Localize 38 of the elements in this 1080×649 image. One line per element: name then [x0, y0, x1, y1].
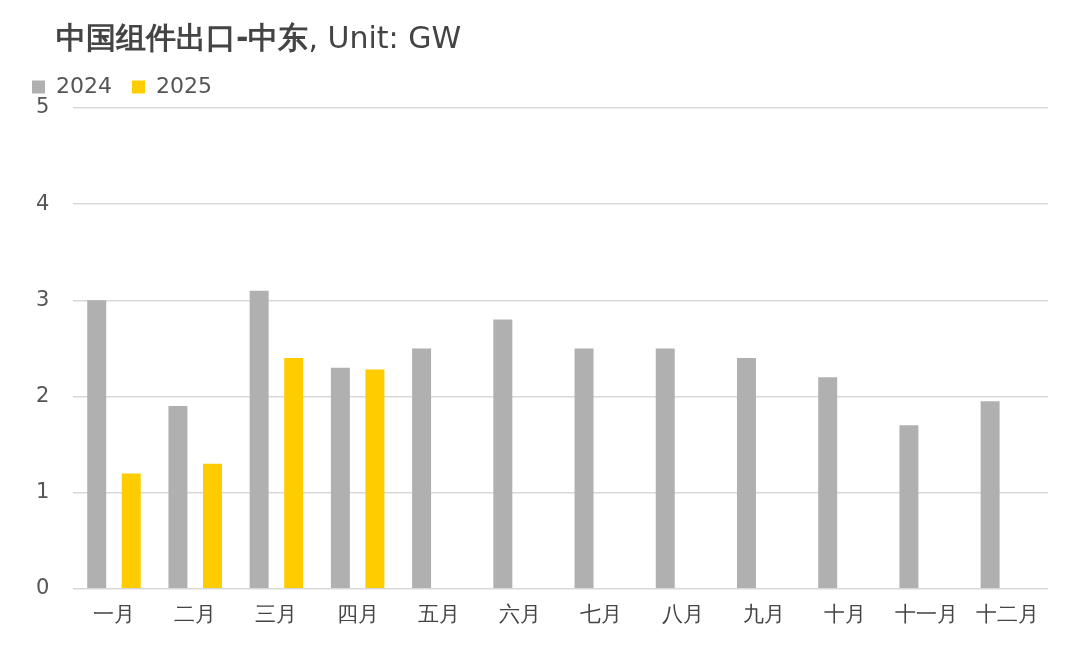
- bar: [412, 348, 432, 589]
- bar: [249, 290, 269, 589]
- bar: [574, 348, 594, 589]
- y-tick-label: 0: [35, 575, 50, 600]
- bar: [899, 425, 919, 589]
- y-tick-label: 5: [35, 94, 50, 119]
- y-tick-label: 4: [35, 190, 50, 215]
- bar: [736, 358, 756, 589]
- x-tick-label: 十二月: [975, 601, 1039, 626]
- bar: [284, 358, 304, 589]
- bar: [365, 369, 385, 589]
- x-tick-label: 十一月: [894, 601, 958, 626]
- bar: [168, 406, 188, 589]
- legend-label: 2025: [155, 72, 212, 98]
- y-tick-label: 1: [35, 479, 50, 504]
- x-tick-label: 一月: [92, 601, 135, 626]
- x-tick-label: 四月: [336, 601, 379, 626]
- bar: [330, 367, 350, 589]
- bar: [87, 300, 107, 589]
- x-tick-label: 三月: [255, 601, 298, 626]
- x-tick-label: 八月: [661, 601, 704, 626]
- bar: [202, 463, 222, 589]
- bar: [980, 401, 1000, 589]
- bar: [655, 348, 675, 589]
- bar: [493, 319, 513, 589]
- x-tick-label: 十月: [823, 601, 866, 626]
- bar: [818, 377, 838, 589]
- bar: [121, 473, 141, 589]
- y-tick-label: 2: [35, 382, 50, 407]
- x-tick-label: 六月: [499, 601, 542, 626]
- legend-label: 2024: [56, 72, 112, 98]
- chart-subtitle: , Unit: GW: [308, 20, 462, 55]
- chart-title: 中国组件出口-中东: [56, 20, 309, 55]
- x-tick-label: 五月: [417, 601, 460, 626]
- x-tick-label: 七月: [580, 601, 623, 626]
- y-tick-label: 3: [35, 286, 50, 311]
- x-tick-label: 九月: [742, 601, 785, 626]
- x-tick-label: 二月: [174, 601, 217, 626]
